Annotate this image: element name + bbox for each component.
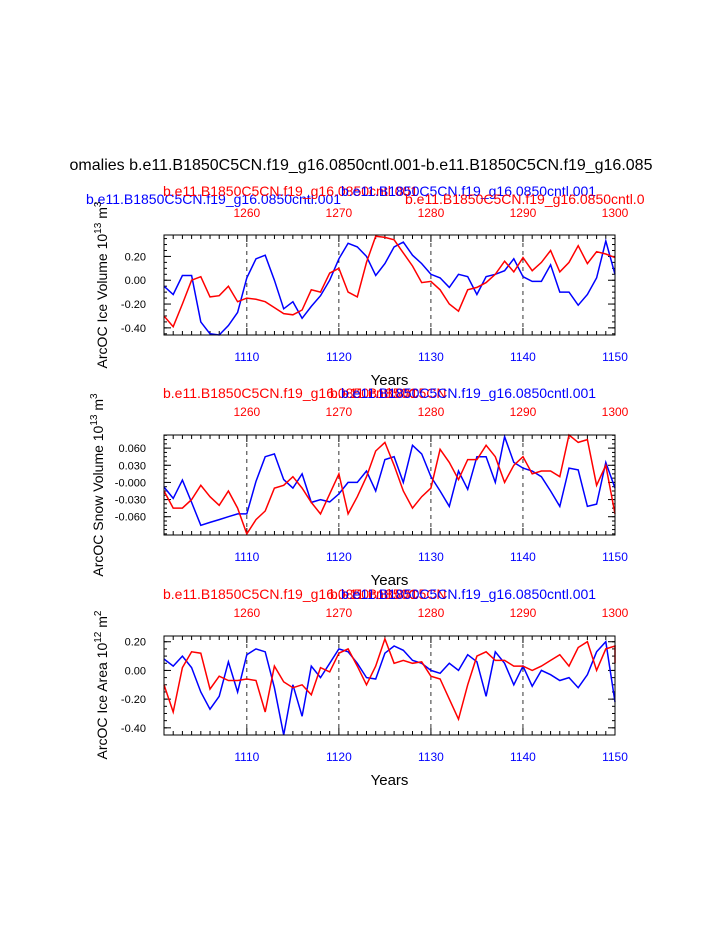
y-tick-label: -0.20 <box>121 299 146 311</box>
red-header-label: b.e11.B1850C5CN.f19_g16.0850cntl.001 <box>163 586 418 602</box>
top-tick-label: 1270 <box>326 206 353 220</box>
y-tick-label: -0.000 <box>115 477 146 489</box>
red-header-label: b.e11.B1850C5CN.f19_g16.0850cntl.001 <box>163 183 418 199</box>
series-red-line <box>163 636 616 722</box>
y-tick-label: 0.030 <box>118 460 146 472</box>
panel-ice-volume: b.e11.B1850C5CN.f19_g16.0850cntl.001 b.e… <box>86 183 645 389</box>
x-axis-label: Years <box>371 772 409 789</box>
panel-ice-area: b.e11.B1850C5CN.f19_g16.0850cntl.001 b.e… <box>93 586 629 789</box>
series-blue-line <box>163 640 616 736</box>
plot-frame <box>163 635 616 736</box>
x-tick-label: 1150 <box>602 750 628 764</box>
y-tick-label: -0.20 <box>121 694 146 706</box>
y-tick-label: 0.00 <box>125 665 146 677</box>
top-tick-label: 1260 <box>233 606 260 620</box>
top-tick-label: 1300 <box>602 206 629 220</box>
blue-header-label: b.e11.B1850C5CN.f19_g16.0850cntl.001 <box>341 385 596 401</box>
red-header-label-short: b.e11.B1850C5CN <box>330 586 446 602</box>
x-tick-label: 1110 <box>234 750 259 764</box>
top-tick-label: 1300 <box>602 405 629 419</box>
top-tick-label: 1270 <box>326 606 353 620</box>
x-tick-label: 1150 <box>602 350 628 364</box>
y-tick-label: 0.060 <box>118 443 146 455</box>
x-tick-label: 1120 <box>326 750 352 764</box>
y-axis-label: ArcOC Ice Volume 1013 m3 <box>93 201 110 368</box>
y-tick-label: -0.40 <box>121 323 146 335</box>
plot-frame <box>163 434 616 536</box>
top-tick-label: 1290 <box>510 206 537 220</box>
x-tick-label: 1120 <box>326 350 352 364</box>
blue-header-label-2: b.e11.B1850C5CN.f19_g16.0850cntl.001 <box>341 183 596 199</box>
blue-header-label: b.e11.B1850C5CN.f19_g16.0850cntl.001 <box>341 586 596 602</box>
x-tick-label: 1140 <box>510 750 536 764</box>
top-tick-label: 1270 <box>326 405 353 419</box>
x-tick-label: 1120 <box>326 550 352 564</box>
x-tick-label: 1140 <box>510 350 536 364</box>
blue-header-label: b.e11.B1850C5CN.f19_g16.0850cntl.001 <box>86 191 341 207</box>
y-axis-label: ArcOC Ice Area 1012 m2 <box>93 610 110 759</box>
x-tick-label: 1140 <box>510 550 536 564</box>
top-tick-label: 1280 <box>418 405 445 419</box>
y-tick-label: 0.00 <box>125 275 146 287</box>
series-blue-line <box>163 238 616 336</box>
x-tick-label: 1150 <box>602 550 628 564</box>
y-tick-label: -0.40 <box>121 723 146 735</box>
top-tick-label: 1260 <box>233 206 260 220</box>
y-tick-label: 0.20 <box>125 637 146 649</box>
series-red-line <box>163 433 616 536</box>
y-tick-label: 0.20 <box>125 251 146 263</box>
plot-frame <box>163 234 616 336</box>
x-tick-label: 1130 <box>418 750 444 764</box>
y-tick-label: -0.060 <box>115 512 146 524</box>
top-tick-label: 1260 <box>233 405 260 419</box>
red-header-label: b.e11.B1850C5CN.f19_g16.0850cntl.001 <box>163 385 418 401</box>
x-tick-label: 1130 <box>418 350 444 364</box>
top-tick-label: 1280 <box>418 206 445 220</box>
y-axis-label: ArcOC Snow Volume 1013 m3 <box>89 393 106 577</box>
y-tick-label: -0.030 <box>115 495 146 507</box>
x-tick-label: 1110 <box>234 350 259 364</box>
panel-snow-volume: b.e11.B1850C5CN.f19_g16.0850cntl.001 b.e… <box>89 385 629 589</box>
series-red-line <box>163 235 616 329</box>
top-tick-label: 1290 <box>510 405 537 419</box>
red-header-label-2: b.e11.B1850C5CN.f19_g16.0850cntl.0 <box>405 191 645 207</box>
red-header-label-short: b.e11.B1850C5CN <box>330 385 446 401</box>
series-blue-line <box>163 433 616 527</box>
top-tick-label: 1290 <box>510 606 537 620</box>
top-tick-label: 1280 <box>418 606 445 620</box>
x-axis-label: Years <box>371 372 409 389</box>
x-tick-label: 1130 <box>418 550 444 564</box>
top-tick-label: 1300 <box>602 606 629 620</box>
page-title: omalies b.e11.B1850C5CN.f19_g16.0850cntl… <box>70 157 653 174</box>
x-tick-label: 1110 <box>234 550 259 564</box>
x-axis-label: Years <box>371 572 409 589</box>
